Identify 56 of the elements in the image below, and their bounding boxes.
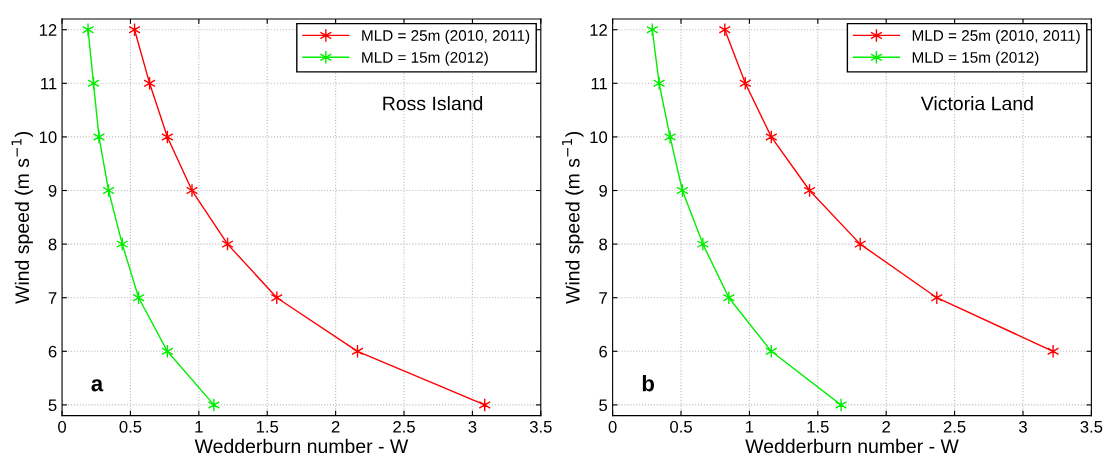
x-tick-label: 3.5 xyxy=(529,420,552,433)
x-tick-label: 0.5 xyxy=(670,420,692,433)
y-tick-label: 8 xyxy=(48,238,57,251)
y-tick-label: 9 xyxy=(599,184,607,197)
y-axis-title: Wind speed (m s$^{−1}$) xyxy=(11,132,33,304)
x-tick-label: 2 xyxy=(331,420,340,433)
annotation: b xyxy=(642,375,655,392)
x-tick-label: 2 xyxy=(882,420,890,433)
point xyxy=(207,397,220,412)
x-tick-label: 1 xyxy=(195,421,203,433)
y-tick-label: 11 xyxy=(41,77,57,90)
y-tick-label: 5 xyxy=(599,399,608,412)
x-tick-label: 0.5 xyxy=(119,420,142,433)
y-tick-label: 7 xyxy=(599,292,607,304)
x-tick-label: 3 xyxy=(468,420,477,433)
x-axis-title: Wedderburn number - W xyxy=(745,438,959,454)
y-tick-label: 5 xyxy=(48,399,57,412)
x-tick-label: 2.5 xyxy=(943,420,966,433)
y-tick-label: 12 xyxy=(590,24,607,36)
annotation: Ross Island xyxy=(383,96,483,111)
y-tick-label: 10 xyxy=(590,131,608,144)
x-axis-title: Wedderburn number - W xyxy=(194,438,409,454)
x-tick-label: 0 xyxy=(58,420,67,433)
point xyxy=(185,183,199,198)
point xyxy=(653,76,666,91)
point xyxy=(81,22,95,37)
point xyxy=(834,397,848,412)
x-tick-label: 3 xyxy=(1018,420,1027,433)
y-tick-label: 10 xyxy=(39,131,57,144)
x-tick-label: 1.5 xyxy=(256,421,279,433)
legend-label: MLD = 15m (2012) xyxy=(912,51,1039,66)
x-tick-label: 3.5 xyxy=(1080,420,1103,433)
point xyxy=(1046,344,1060,359)
x-tick-label: 2.5 xyxy=(393,420,415,433)
x-tick-label: 1 xyxy=(746,421,754,433)
x-tick-label: 1.5 xyxy=(807,421,829,433)
annotation: Victoria Land xyxy=(920,96,1033,111)
legend-label: MLD = 25m (2010, 2011) xyxy=(912,29,1080,44)
y-tick-label: 8 xyxy=(599,238,608,251)
y-tick-label: 9 xyxy=(48,184,57,197)
legend-label: MLD = 25m (2010, 2011) xyxy=(362,29,530,44)
point xyxy=(722,290,735,305)
y-tick-label: 12 xyxy=(39,24,57,36)
point xyxy=(92,129,106,144)
y-tick-label: 7 xyxy=(48,292,57,304)
point xyxy=(696,237,710,252)
point xyxy=(270,290,283,305)
y-tick-label: 6 xyxy=(599,345,608,358)
y-axis-title: Wind speed (m s$^{−1}$) xyxy=(562,132,584,304)
point xyxy=(930,290,943,305)
annotation: a xyxy=(91,379,104,392)
legend-label: MLD = 15m (2012) xyxy=(362,51,488,66)
point xyxy=(663,129,677,144)
x-tick-label: 0 xyxy=(608,420,617,433)
y-tick-label: 6 xyxy=(48,345,57,358)
y-tick-label: 11 xyxy=(591,77,607,90)
